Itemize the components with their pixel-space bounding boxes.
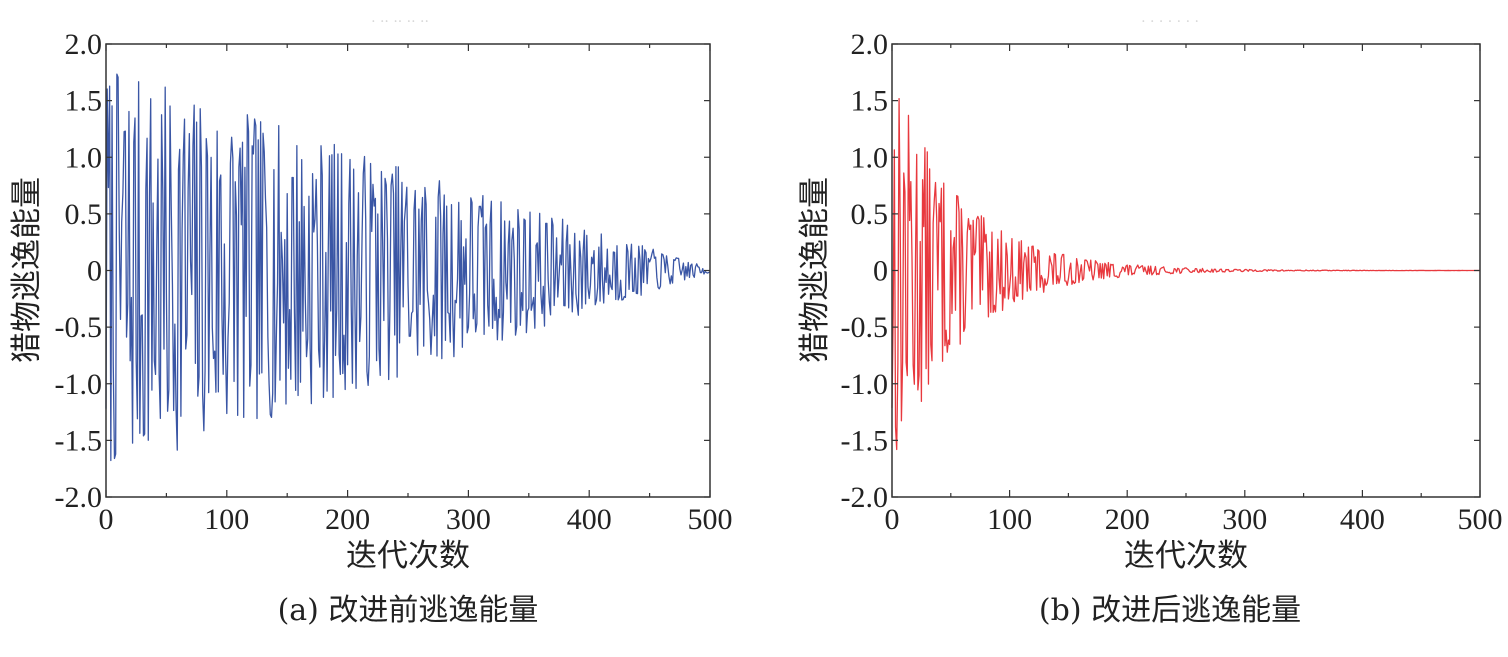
y-tick-label: -0.5 — [55, 311, 103, 344]
y-tick-label: -1.5 — [841, 424, 889, 457]
panel-a-ylabel: 猎物逃逸能量 — [9, 177, 45, 363]
panel-b-ylabel: 猎物逃逸能量 — [797, 177, 833, 363]
x-tick-label: 400 — [567, 503, 612, 536]
series-line — [105, 73, 711, 462]
y-tick-label: 0.5 — [65, 198, 103, 231]
x-tick-label: 500 — [688, 503, 733, 536]
panel-a-xlabel: 迭代次数 — [346, 538, 470, 574]
panel-a-caption: (a) 改进前逃逸能量 — [278, 593, 539, 628]
y-tick-label: -1.5 — [55, 424, 103, 457]
x-tick-label: 400 — [1340, 503, 1385, 536]
panel-a: . .. .. .. .. -2.0 -1.5 -1.0 -0.5 0 0.5 1.0 1.5… — [9, 10, 733, 628]
y-tick-label: -1.0 — [841, 368, 889, 401]
x-tick-label: 300 — [1222, 503, 1267, 536]
panel-b-caption: (b) 改进后逃逸能量 — [1039, 593, 1301, 628]
y-tick-label: -1.0 — [55, 368, 103, 401]
x-tick-label: 100 — [987, 503, 1032, 536]
y-tick-label: 1.0 — [851, 141, 889, 174]
y-tick-label: 1.5 — [851, 85, 889, 118]
panel-a-ticks: -2.0 -1.5 -1.0 -0.5 0 0.5 1.0 1.5 2.0 0 100 200 300 4… — [55, 28, 733, 536]
panel-a-series — [105, 73, 711, 462]
x-tick-label: 0 — [885, 503, 900, 536]
panel-b-title-remnant: . . . . . . . — [1141, 10, 1199, 26]
y-tick-label: 2.0 — [65, 28, 103, 61]
y-tick-label: 1.0 — [65, 141, 103, 174]
panel-b-ticks: -2.0 -1.5 -1.0 -0.5 0 0.5 1.0 1.5 2.0 0 100 200 300 4… — [841, 28, 1503, 536]
y-tick-label: -0.5 — [841, 311, 889, 344]
x-tick-label: 300 — [446, 503, 491, 536]
x-tick-label: 200 — [325, 503, 370, 536]
y-tick-label: 2.0 — [851, 28, 889, 61]
x-tick-label: 100 — [204, 503, 249, 536]
x-tick-label: 0 — [99, 503, 114, 536]
series-line — [891, 98, 1480, 451]
y-tick-label: 1.5 — [65, 85, 103, 118]
y-tick-label: -2.0 — [841, 481, 889, 514]
y-tick-label: 0 — [873, 255, 888, 288]
y-tick-label: 0 — [87, 255, 102, 288]
panel-b-series — [891, 98, 1480, 451]
x-tick-label: 500 — [1458, 503, 1503, 536]
panel-b: . . . . . . . -2.0 -1.5 -1.0 -0.5 0 0.5 1.0 1.5… — [797, 10, 1503, 628]
x-tick-label: 200 — [1105, 503, 1150, 536]
y-tick-label: 0.5 — [851, 198, 889, 231]
panel-a-title-remnant: . .. .. .. .. — [371, 10, 429, 26]
y-tick-label: -2.0 — [55, 481, 103, 514]
panel-b-xlabel: 迭代次数 — [1124, 538, 1248, 574]
